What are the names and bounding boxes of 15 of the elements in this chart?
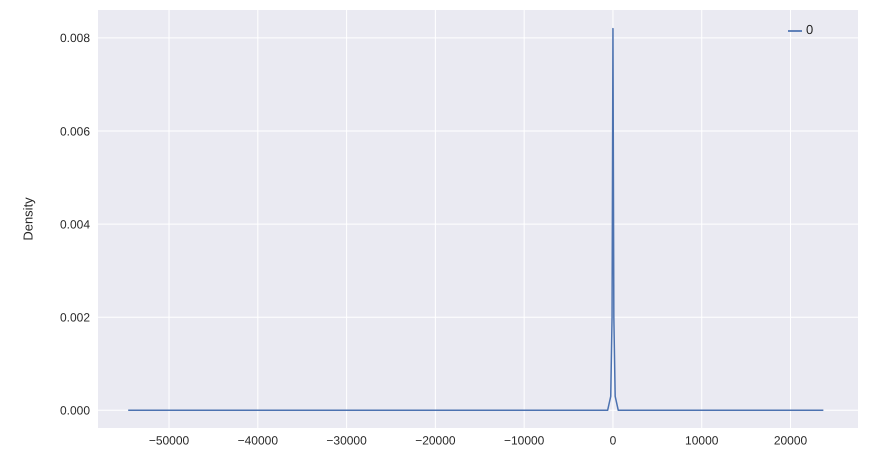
y-tick-label: 0.008 [60,31,90,46]
y-tick-label: 0.006 [60,124,90,138]
y-axis-title: Density [20,196,36,241]
x-tick-label: 10000 [685,434,719,448]
x-tick-label: −40000 [238,434,278,448]
x-tick-label: −30000 [326,434,368,448]
x-tick-label: −20000 [415,434,456,448]
x-tick-label: −50000 [148,434,190,448]
y-tick-label: 0.004 [60,217,90,232]
y-tick-label: 0.000 [60,404,90,418]
x-tick-label: 20000 [774,434,808,448]
x-tick-label: −10000 [504,434,545,448]
legend-label: 0 [806,22,814,37]
y-tick-label: 0.002 [60,310,90,324]
x-tick-label: 0 [610,434,617,448]
